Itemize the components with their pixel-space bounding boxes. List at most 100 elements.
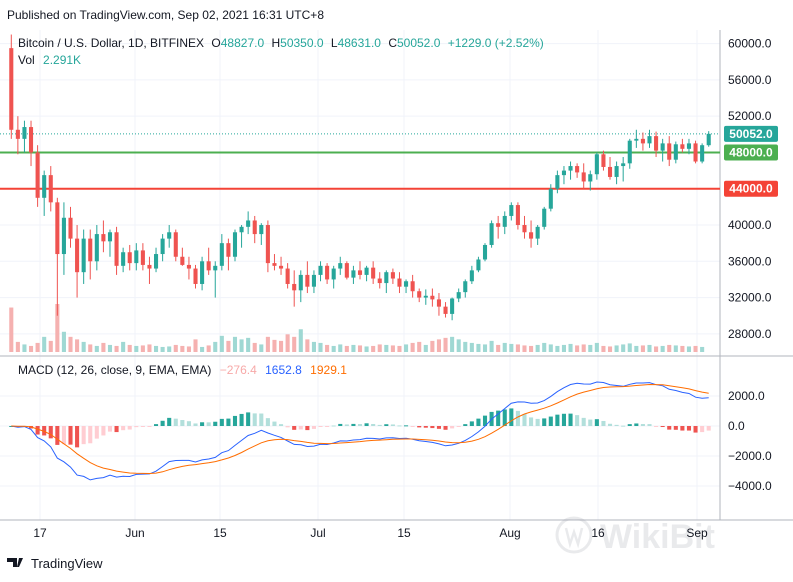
- candle-body: [180, 256, 185, 265]
- volume-bar: [476, 343, 481, 352]
- candle-body: [404, 281, 409, 287]
- tradingview-logo[interactable]: TradingView: [7, 556, 103, 571]
- candle-body: [134, 250, 139, 264]
- candle-body: [469, 270, 474, 282]
- macd-hist-bar: [121, 426, 126, 431]
- volume-bar: [410, 342, 415, 352]
- candle-body: [167, 232, 172, 239]
- volume-bar: [42, 336, 47, 352]
- volume-bar: [423, 344, 428, 352]
- volume-bar: [575, 345, 580, 352]
- candle-body: [700, 145, 705, 162]
- candle-body: [311, 274, 316, 287]
- candle-body: [9, 48, 14, 130]
- volume-bar: [259, 344, 264, 352]
- candle-body: [680, 144, 685, 149]
- macd-hist-bar: [601, 420, 606, 426]
- volume-bar: [107, 344, 113, 352]
- volume-bar: [75, 339, 80, 352]
- macd-hist-bar: [673, 426, 678, 430]
- macd-title: MACD (12, 26, close, 9, EMA, EMA): [18, 363, 211, 377]
- volume-bar: [529, 345, 534, 352]
- volume-bar: [667, 344, 672, 352]
- watermark-text: WikiBit: [600, 518, 715, 556]
- candle-body: [654, 136, 659, 151]
- macd-hist-bar: [167, 417, 172, 426]
- volume-bar: [22, 344, 27, 352]
- volume-bar: [581, 344, 586, 352]
- volume-bar: [417, 341, 422, 352]
- candle-body: [660, 143, 665, 151]
- volume-bar: [469, 342, 474, 352]
- candle-body: [285, 268, 290, 284]
- macd-hist-bar: [107, 426, 113, 432]
- macd-hist-bar: [246, 412, 251, 426]
- macd-hist-bar: [700, 426, 705, 433]
- low-label: L: [331, 36, 338, 50]
- volume-bar: [693, 345, 698, 352]
- macd-hist-bar: [364, 423, 369, 426]
- volume-bar: [232, 336, 238, 352]
- volume-bar: [226, 340, 231, 352]
- macd-hist-bar: [423, 426, 428, 428]
- price-tag: [724, 180, 778, 197]
- macd-hist-bar: [476, 418, 481, 426]
- price-tags: 50052.0 48000.0 44000.0: [724, 125, 778, 197]
- candle-body: [357, 270, 363, 275]
- candle-body: [15, 129, 20, 139]
- price-tag: [724, 125, 778, 142]
- macd-hist-bar: [48, 426, 53, 439]
- volume-bar: [377, 344, 382, 352]
- macd-hist-bar: [594, 419, 599, 426]
- candle-body: [213, 265, 218, 271]
- macd-tick-label: 2000.0: [728, 389, 765, 403]
- macd-hist-bar: [502, 409, 507, 426]
- candle-body: [272, 263, 277, 266]
- macd-hist-bar: [496, 410, 501, 426]
- price-tag-label: 50052.0: [729, 127, 773, 141]
- macd-hist-bar: [482, 415, 488, 426]
- volume-bar: [456, 339, 461, 352]
- volume-bar: [9, 307, 14, 352]
- macd-hist-bar: [338, 423, 343, 426]
- macd-hist-bar: [561, 413, 567, 426]
- candle-body: [502, 215, 507, 227]
- candle-body: [147, 264, 152, 269]
- volume-bar: [496, 344, 501, 352]
- volume-bar: [640, 345, 645, 352]
- watermark: WikiBit: [555, 516, 715, 556]
- volume-bar: [436, 339, 441, 352]
- volume-bar: [127, 344, 132, 352]
- volume-bar: [81, 341, 86, 352]
- candle-body: [621, 163, 626, 167]
- candle-body: [463, 281, 468, 293]
- macd-hist-bar: [213, 421, 218, 426]
- volume-bar: [371, 345, 376, 352]
- macd-hist-bar: [272, 421, 277, 426]
- candle-body: [627, 140, 632, 164]
- volume-bar: [384, 344, 389, 352]
- volume-bar: [700, 346, 705, 352]
- volume-bar: [88, 344, 93, 352]
- candle-body: [410, 281, 415, 292]
- volume-bar: [607, 346, 613, 352]
- macd-hist-bar: [140, 426, 145, 427]
- candle-body: [430, 295, 435, 300]
- macd-hist-bar: [127, 426, 132, 430]
- volume-bar: [548, 344, 553, 352]
- macd-hist-bar: [575, 415, 580, 426]
- macd-hist-bar: [160, 420, 165, 426]
- macd-hist-bar: [686, 426, 692, 431]
- macd-hist-bar: [640, 424, 645, 426]
- macd-hist-bar: [667, 426, 672, 430]
- macd-hist-bar: [522, 414, 527, 426]
- volume-bar: [647, 344, 652, 352]
- macd-hist-bar: [68, 426, 73, 445]
- macd-hist-bar: [706, 426, 711, 431]
- signal-line: [11, 383, 709, 475]
- candle-body: [75, 238, 80, 273]
- macd-value: 1652.8: [265, 363, 302, 377]
- candle-body: [114, 232, 119, 266]
- macd-hist-bar: [529, 417, 534, 426]
- high-label: H: [271, 36, 280, 50]
